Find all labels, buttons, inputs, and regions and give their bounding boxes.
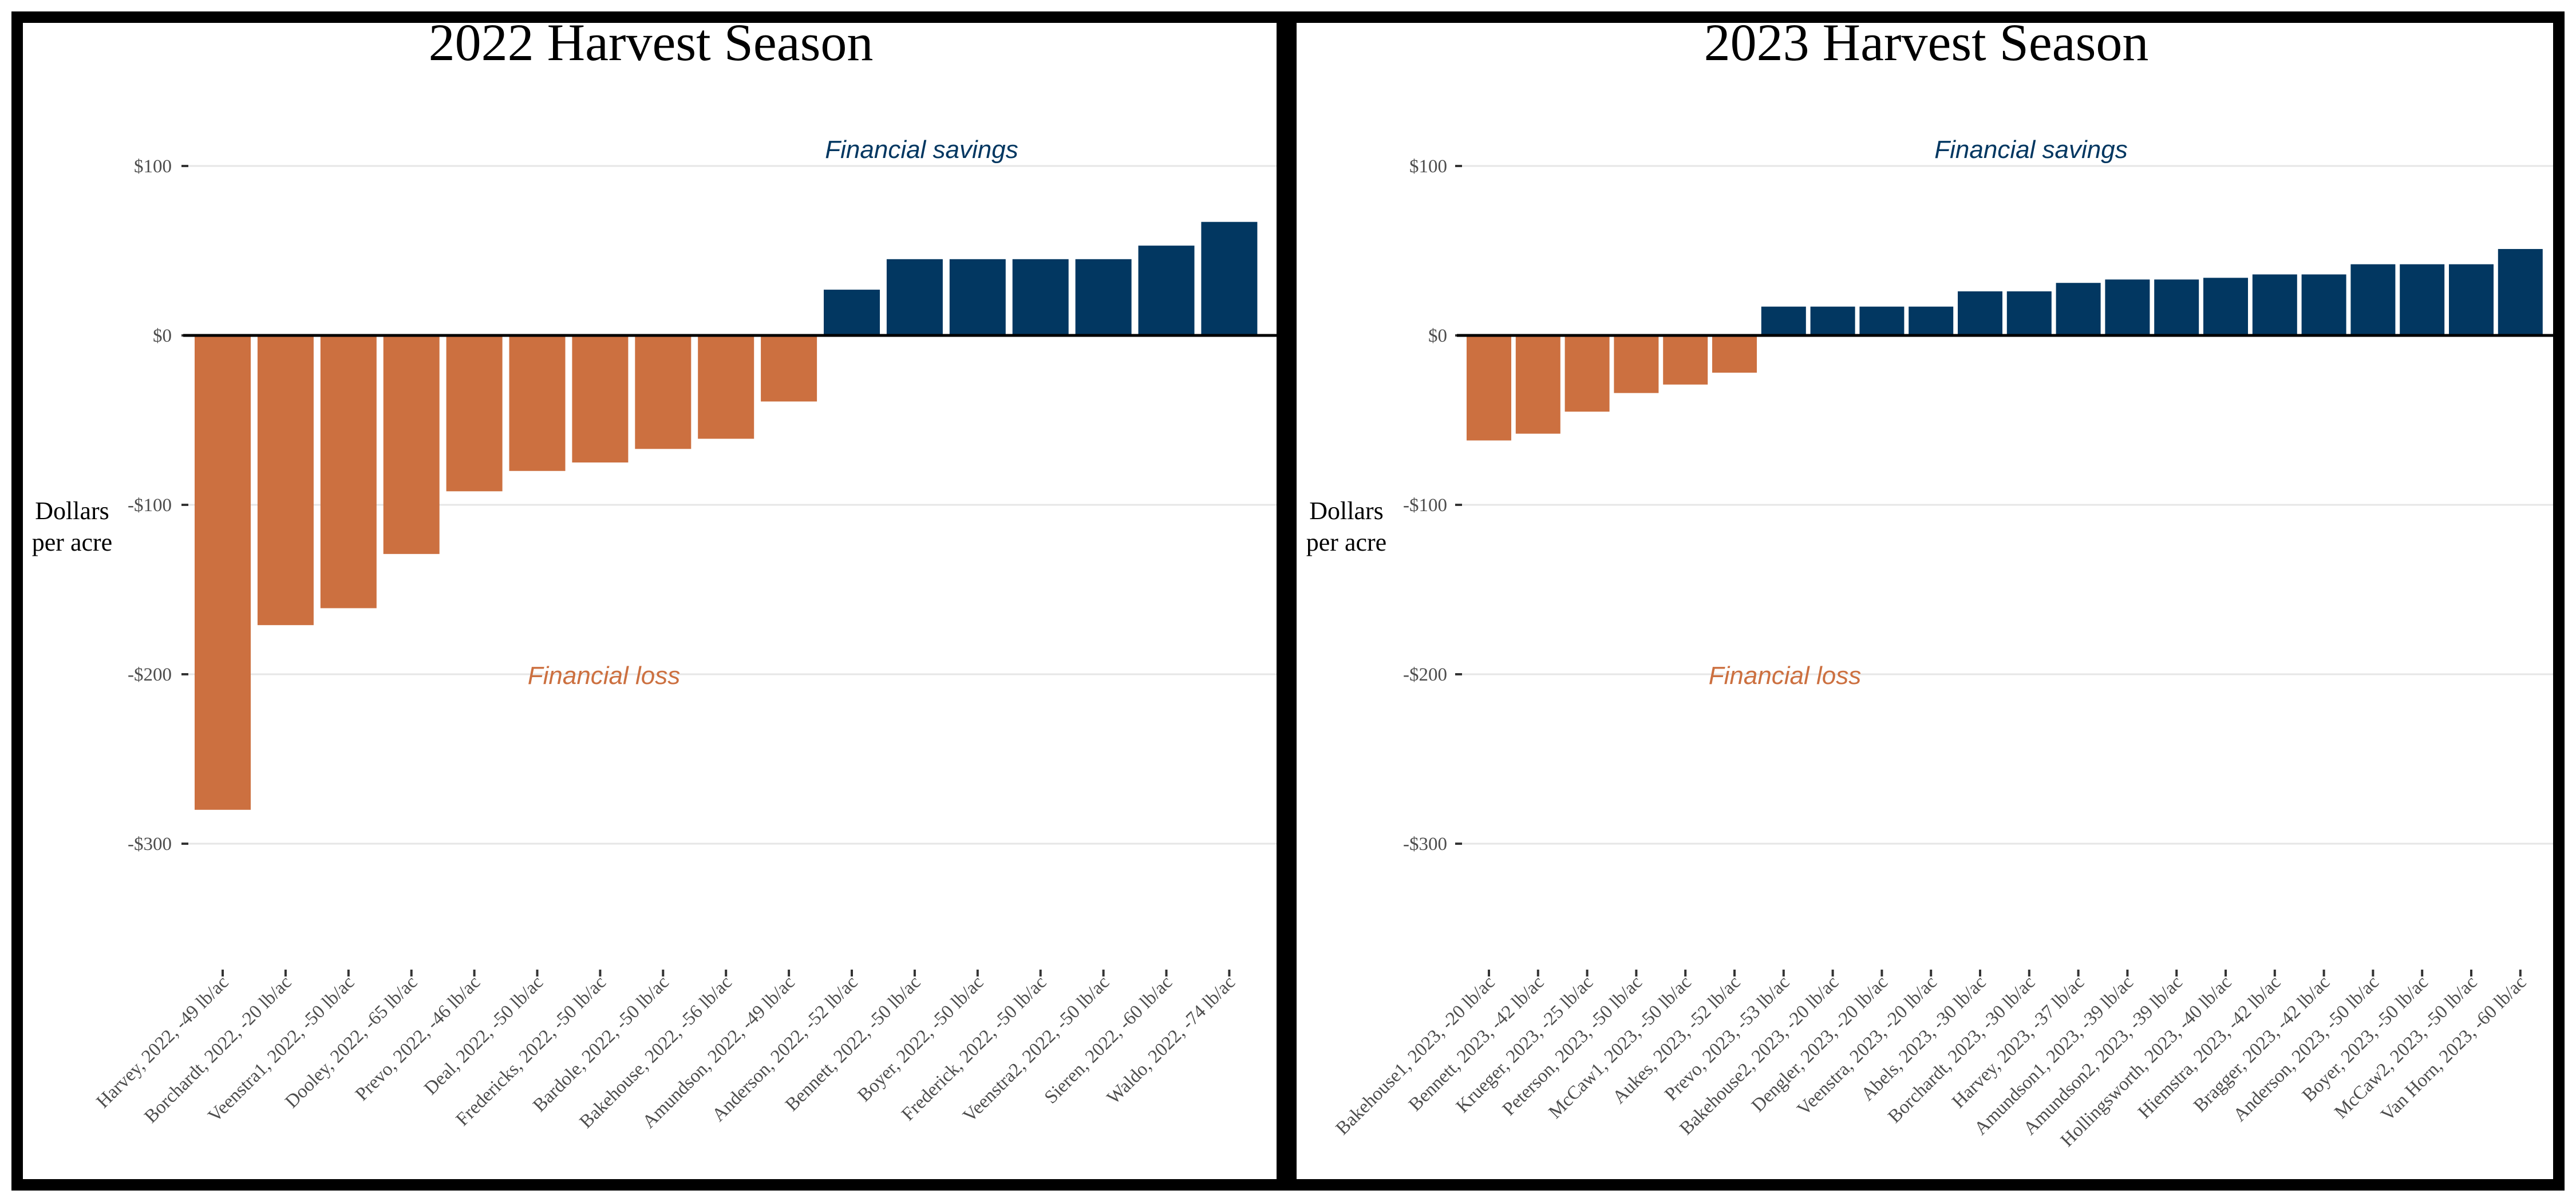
y-axis-label-2022-line2: per acre [32, 528, 112, 556]
x-tick-label: Prevo, 2022, -46 lb/ac [351, 972, 484, 1105]
bar-2023-7 [1761, 306, 1806, 335]
y-tick-label: $0 [1428, 326, 1447, 346]
bar-2023-2 [1515, 335, 1560, 434]
panel-2023: 2023 Harvest Season $100 $0 -$100 -$200 -$30… [1285, 11, 2565, 1191]
bar-2022-6 [509, 335, 566, 471]
bar-2022-14 [1012, 259, 1069, 335]
x-tick-label: Waldo, 2022, -74 lb/ac [1103, 972, 1239, 1108]
y-tick-label: -$300 [128, 834, 172, 855]
y-axis-2023: $100 $0 -$100 -$200 -$300 [1403, 156, 1462, 855]
bar-2023-22 [2498, 249, 2543, 335]
bar-2023-20 [2400, 264, 2445, 335]
panel-2022: 2022 Harvest Season $100 $0 -$100 -$200 -$30… [11, 11, 1288, 1191]
bar-2023-8 [1810, 306, 1855, 335]
bar-2023-13 [2056, 283, 2101, 335]
bar-2022-16 [1138, 246, 1195, 335]
bar-2023-14 [2105, 279, 2150, 335]
bar-2022-17 [1201, 222, 1258, 335]
chart-title-2022: 2022 Harvest Season [429, 13, 874, 72]
y-axis-label-2022-line1: Dollars [35, 497, 109, 525]
bar-2023-9 [1859, 306, 1905, 335]
y-tick-label: -$200 [128, 665, 172, 685]
bar-2022-7 [572, 335, 629, 462]
bar-2023-16 [2203, 278, 2248, 335]
bar-2023-19 [2350, 264, 2396, 335]
y-tick-label: -$100 [128, 495, 172, 516]
bar-2022-13 [949, 259, 1006, 335]
y-axis-label-2023-line2: per acre [1306, 528, 1386, 556]
grid-2023 [1457, 165, 2553, 845]
bar-2023-3 [1564, 335, 1610, 412]
annotation-savings-2023: Financial savings [1934, 136, 2128, 164]
y-tick-label: $100 [1409, 156, 1447, 177]
bar-2022-5 [446, 335, 503, 492]
annotation-loss-2022: Financial loss [528, 662, 681, 690]
bar-2022-11 [824, 290, 880, 335]
bars-2023 [1467, 249, 2543, 441]
chart-title-2023: 2023 Harvest Season [1704, 13, 2149, 72]
bar-2022-15 [1075, 259, 1132, 335]
x-tick-label: Deal, 2022, -50 lb/ac [420, 972, 547, 1099]
y-tick-label: -$200 [1403, 665, 1447, 685]
y-axis-2022: $100 $0 -$100 -$200 -$300 [128, 156, 188, 855]
bar-2022-8 [635, 335, 692, 449]
y-tick-label: -$100 [1403, 495, 1447, 516]
bar-2023-15 [2154, 279, 2199, 335]
bar-2023-21 [2449, 264, 2494, 335]
bar-2023-6 [1712, 335, 1757, 373]
x-tick-label: Boyer, 2022, -50 lb/ac [854, 972, 988, 1106]
bar-2023-4 [1614, 335, 1659, 393]
bar-2023-11 [1958, 291, 2002, 335]
bar-2022-1 [195, 335, 251, 810]
annotation-savings-2022: Financial savings [825, 136, 1018, 164]
bar-2022-12 [886, 259, 943, 335]
bar-2023-12 [2006, 291, 2052, 335]
panel-2023-border [1285, 11, 2565, 1191]
bar-2022-10 [761, 335, 817, 402]
bar-2023-1 [1467, 335, 1511, 441]
annotation-loss-2023: Financial loss [1709, 662, 1862, 690]
bar-2022-3 [320, 335, 377, 608]
bar-2022-2 [257, 335, 314, 626]
y-tick-label: -$300 [1403, 834, 1447, 855]
bar-2023-17 [2252, 274, 2297, 335]
bar-2023-10 [1909, 306, 1954, 335]
bar-2023-5 [1663, 335, 1708, 385]
y-axis-label-2023-line1: Dollars [1309, 497, 1384, 525]
y-tick-label: $100 [134, 156, 172, 177]
y-tick-label: $0 [153, 326, 172, 346]
bar-2022-9 [698, 335, 754, 439]
panel-2022-border [11, 11, 1288, 1191]
bar-2022-4 [383, 335, 440, 554]
bar-2023-18 [2301, 274, 2346, 335]
bars-2022 [195, 222, 1258, 810]
